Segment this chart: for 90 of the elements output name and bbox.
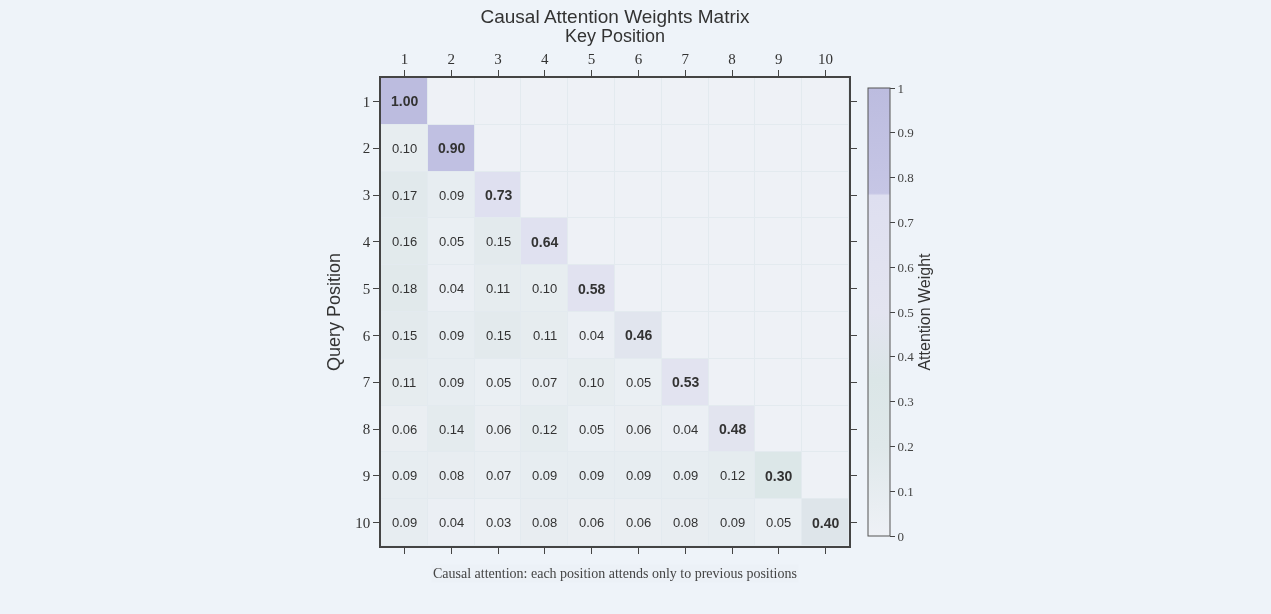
color-bar-label: 0.1: [897, 483, 914, 499]
data-label: 0.03: [486, 515, 512, 530]
data-label: 0.09: [720, 515, 746, 530]
data-label: 0.11: [486, 281, 511, 296]
data-label: 0.04: [673, 422, 699, 437]
data-label: 0.05: [626, 375, 652, 390]
color-bar-label: 0.9: [897, 125, 914, 141]
data-label: 0.05: [579, 422, 605, 437]
x-tick-label: 5: [587, 51, 596, 68]
color-bar-label: 0.4: [897, 349, 915, 365]
y-tick-label: 2: [362, 140, 371, 157]
color-bar-label: 0.7: [897, 214, 915, 230]
data-label: 0.05: [486, 375, 512, 390]
color-bar-label: 0.8: [897, 170, 914, 186]
data-label: 0.15: [486, 328, 512, 343]
y-tick-label: 5: [362, 280, 371, 297]
data-label: 0.90: [438, 140, 466, 156]
data-label: 0.64: [531, 234, 559, 250]
data-label: 0.09: [439, 375, 465, 390]
x-tick-label: 8: [728, 51, 736, 68]
data-label: 0.09: [439, 188, 465, 203]
color-bar-label: 0.3: [897, 394, 914, 410]
data-label: 0.48: [719, 421, 747, 437]
data-label: 0.06: [626, 515, 652, 530]
data-label: 0.04: [579, 328, 605, 343]
data-label: 0.07: [486, 468, 512, 483]
data-label: 0.58: [578, 281, 606, 297]
y-tick-label: 8: [362, 421, 371, 438]
data-label: 0.04: [439, 281, 465, 296]
y-tick-label: 1: [362, 93, 371, 110]
chart-title: Causal Attention Weights Matrix: [480, 5, 750, 27]
data-label: 0.08: [439, 468, 465, 483]
data-label: 0.09: [439, 328, 465, 343]
data-label: 0.06: [392, 422, 418, 437]
data-label: 0.05: [766, 515, 792, 530]
y-tick-label: 4: [362, 234, 371, 251]
data-label: 1.00: [391, 93, 419, 109]
data-label: 0.07: [532, 375, 558, 390]
data-label: 0.06: [486, 422, 512, 437]
x-tick-label: 7: [681, 51, 690, 68]
x-tick-label: 2: [447, 51, 455, 68]
data-label: 0.18: [392, 281, 418, 296]
data-label: 0.53: [672, 374, 700, 390]
data-label: 0.10: [532, 281, 558, 296]
data-label: 0.14: [439, 422, 465, 437]
data-label: 0.08: [673, 515, 699, 530]
data-label: 0.16: [392, 234, 418, 249]
data-label: 0.09: [626, 468, 652, 483]
y-tick-label: 3: [362, 187, 371, 204]
data-label: 0.09: [392, 515, 418, 530]
data-label: 0.30: [765, 468, 793, 484]
data-label: 0.04: [439, 515, 465, 530]
data-label: 0.06: [626, 422, 652, 437]
y-tick-label: 9: [362, 468, 371, 485]
text: Causal attention: each position attends only to previous positions: [433, 566, 797, 581]
data-label: 0.08: [532, 515, 558, 530]
color-bar-label: 1: [897, 80, 905, 96]
data-label: 0.12: [532, 422, 558, 437]
data-label: 0.09: [392, 468, 418, 483]
data-label: 0.11: [392, 375, 417, 390]
y-tick-label: 7: [362, 374, 371, 391]
x-tick-label: 6: [634, 51, 643, 68]
y-tick-label: 10: [355, 514, 371, 531]
data-label: 0.15: [392, 328, 418, 343]
data-label: 0.11: [533, 328, 558, 343]
data-label: 0.73: [485, 187, 513, 203]
x-tick-label: 1: [400, 51, 409, 68]
data-label: 0.40: [812, 515, 840, 531]
color-bar-label: 0.2: [897, 438, 914, 454]
data-label: 0.10: [579, 375, 605, 390]
color-bar-label: 0.5: [897, 304, 914, 320]
data-label: 0.17: [392, 188, 418, 203]
data-label: 0.15: [486, 234, 512, 249]
data-label: 0.12: [720, 468, 746, 483]
data-label: 0.10: [392, 141, 418, 156]
y-axis-title: Query Position: [323, 252, 344, 372]
data-label: 0.06: [579, 515, 605, 530]
color-bar-title: Attention Weight: [916, 252, 934, 371]
data-label: 0.09: [579, 468, 605, 483]
data-label: 0.09: [673, 468, 699, 483]
x-tick-label: 3: [494, 51, 502, 68]
color-bar-label: 0.6: [897, 259, 915, 275]
x-tick-label: 4: [541, 51, 550, 68]
x-tick-label: 9: [775, 51, 783, 68]
color-bar-label: 0: [897, 528, 905, 544]
x-tick-label: 10: [818, 51, 834, 68]
data-label: 0.46: [625, 327, 653, 343]
data-label: 0.05: [439, 234, 465, 249]
data-label: 0.09: [532, 468, 558, 483]
y-tick-label: 6: [362, 327, 371, 344]
